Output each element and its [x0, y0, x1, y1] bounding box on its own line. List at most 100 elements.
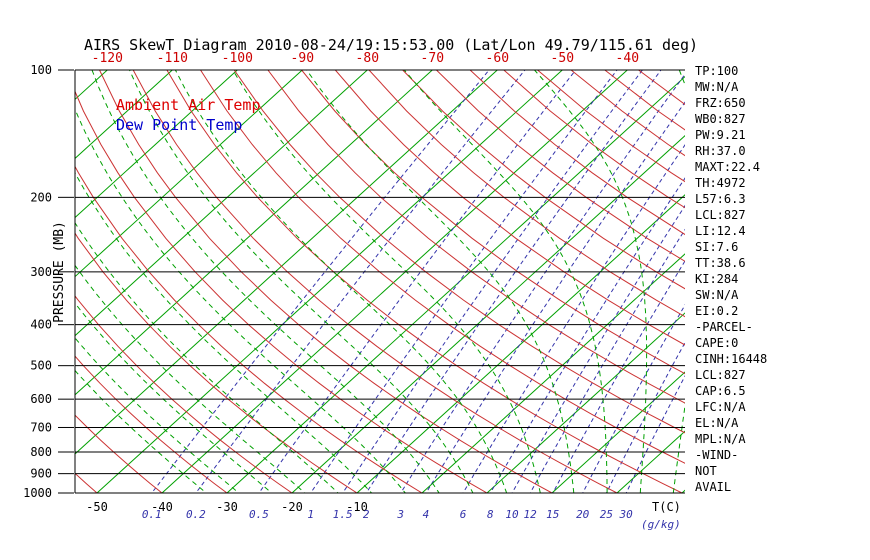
moist-adiabat-line — [75, 264, 306, 493]
bottom-temp-tick-label: -50 — [86, 500, 108, 514]
pressure-grid — [74, 69, 685, 494]
pressure-tick-label: 300 — [30, 265, 52, 279]
isotherm-line — [75, 70, 173, 160]
stats-line: LI:12.4 — [695, 224, 746, 238]
mixing-ratio-line — [425, 101, 685, 493]
mixing-ratio-tick-label: 2 — [363, 508, 370, 521]
stats-line: PW:9.21 — [695, 128, 746, 142]
pressure-tick-label: 800 — [30, 445, 52, 459]
stats-line: RH:37.0 — [695, 144, 746, 158]
dry-adiabat-line — [503, 70, 685, 209]
mixing-ratio-tick-label: 0.1 — [142, 508, 162, 521]
pressure-tick-label: 900 — [30, 467, 52, 481]
moist-adiabat-lines — [75, 70, 685, 493]
mixing-ratio-tick-label: 12 — [524, 508, 538, 521]
dry-adiabat-line — [200, 70, 685, 464]
dry-adiabat-line — [368, 70, 685, 318]
moist-adiabat-line — [75, 171, 373, 493]
dry-adiabat-line — [334, 70, 685, 346]
stats-line: LCL:827 — [695, 208, 746, 222]
top-temp-tick-label: -100 — [222, 51, 253, 66]
top-temp-tick-label: -120 — [92, 51, 123, 66]
stats-line: CAPE:0 — [695, 336, 739, 350]
stats-line: MAXT:22.4 — [695, 160, 761, 174]
moist-adiabat-line — [75, 302, 273, 493]
stats-line: LFC:N/A — [695, 400, 746, 414]
mixing-ratio-line — [310, 70, 618, 493]
moist-adiabat-line — [75, 221, 339, 493]
stats-line: CINH:16448 — [695, 352, 768, 366]
bottom-temp-tick-label: -20 — [281, 500, 303, 514]
stats-line: SI:7.6 — [695, 240, 739, 254]
dry-adiabat-line — [75, 90, 489, 493]
legend-ambient-air-temp: Ambient Air Temp — [116, 96, 261, 114]
stats-line: TT:38.6 — [695, 256, 746, 270]
stats-line: -PARCEL- — [695, 320, 753, 334]
mixing-ratio-tick-label: 1.5 — [333, 508, 353, 521]
top-temp-tick-label: -110 — [157, 51, 188, 66]
mixing-ratio-tick-label: 15 — [546, 508, 559, 521]
mixing-ratio-line — [195, 70, 526, 493]
isotherm-line — [291, 135, 685, 493]
top-temp-tick-label: -80 — [356, 51, 379, 66]
isotherm-line — [75, 70, 433, 396]
pressure-axis-title: PRESSURE (MB) — [52, 221, 67, 323]
mixing-ratio-line — [151, 70, 490, 493]
isotherm-line — [486, 312, 685, 493]
stats-line: AVAIL — [695, 480, 732, 494]
stats-line: EI:0.2 — [695, 304, 739, 318]
isotherm-line — [96, 70, 563, 493]
mixing-ratio-tick-label: 10 — [505, 508, 519, 521]
isotherm-line — [75, 70, 238, 219]
stats-line: TP:100 — [695, 64, 739, 78]
mixing-ratio-tick-label: 20 — [576, 508, 590, 521]
mixing-ratio-line — [258, 70, 577, 493]
stats-line: CAP:6.5 — [695, 384, 746, 398]
pressure-tick-label: 100 — [30, 63, 52, 77]
isotherm-line — [75, 70, 498, 455]
mixing-ratio-tick-label: 8 — [487, 508, 494, 521]
temp-unit-label: T(C) — [652, 500, 681, 514]
dry-adiabat-line — [75, 232, 358, 493]
moist-adiabat-line — [75, 337, 240, 493]
moist-adiabat-line — [174, 70, 508, 493]
dry-adiabat-line — [75, 414, 163, 493]
mixing-ratio-tick-label: 1 — [307, 508, 314, 521]
pressure-tick-label: 400 — [30, 318, 52, 332]
moist-adiabat-line — [129, 70, 474, 493]
isotherm-line — [75, 70, 303, 278]
dry-adiabat-line — [469, 70, 685, 236]
stats-line: MPL:N/A — [695, 432, 746, 446]
stats-line: KI:284 — [695, 272, 739, 286]
legend-dew-point-temp: Dew Point Temp — [116, 116, 243, 134]
top-temp-tick-label: -90 — [291, 51, 314, 66]
dry-adiabat-line — [267, 70, 685, 404]
ratio-unit-label: (g/kg) — [641, 518, 681, 531]
stats-line: FRZ:650 — [695, 96, 746, 110]
mixing-ratio-line — [342, 70, 643, 493]
mixing-ratio-tick-label: 0.2 — [186, 508, 206, 521]
dry-adiabat-line — [233, 70, 685, 434]
stats-line: -WIND- — [695, 448, 739, 462]
stats-line: NOT — [695, 464, 717, 478]
dry-adiabat-line — [436, 70, 685, 262]
dry-adiabat-line — [402, 70, 685, 290]
isotherm-line — [421, 253, 685, 493]
dry-adiabat-line — [166, 70, 684, 493]
dry-adiabat-lines — [75, 70, 685, 493]
bottom-temp-tick-label: -10 — [346, 500, 368, 514]
pressure-tick-label: 1000 — [23, 486, 52, 500]
stats-line: LCL:827 — [695, 368, 746, 382]
stats-line: EL:N/A — [695, 416, 739, 430]
stats-line: TH:4972 — [695, 176, 746, 190]
dry-adiabat-line — [99, 70, 554, 493]
pressure-tick-label: 200 — [30, 190, 52, 204]
top-temp-tick-label: -40 — [616, 51, 639, 66]
stats-line: WB0:827 — [695, 112, 746, 126]
moist-adiabat-line — [672, 70, 685, 493]
moist-adiabat-line — [534, 70, 648, 493]
isotherm-line — [75, 70, 368, 337]
stats-line: MW:N/A — [695, 80, 739, 94]
